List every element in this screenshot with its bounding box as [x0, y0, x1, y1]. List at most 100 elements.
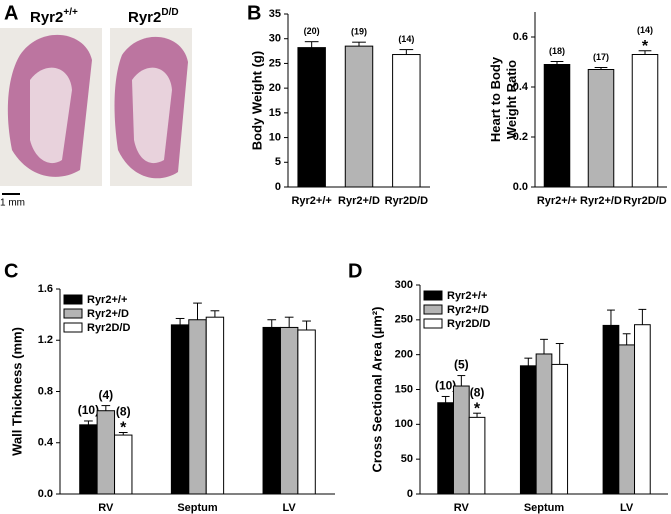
- n-label: (8): [470, 385, 485, 399]
- n-label: (10): [435, 379, 456, 393]
- bar: [279, 326, 299, 495]
- significance: *: [120, 420, 127, 437]
- x-tick-label: Septum: [177, 502, 218, 514]
- legend-label: Ryr2D/D: [447, 318, 490, 330]
- y-tick-label: 100: [395, 418, 413, 430]
- bar: [96, 410, 116, 495]
- y-tick-label: 0.6: [513, 31, 528, 43]
- y-tick-label: 0.2: [513, 131, 528, 143]
- bar: [297, 329, 316, 495]
- legend-label: Ryr2+/+: [87, 294, 127, 306]
- bar: [452, 385, 470, 495]
- bar: [344, 45, 374, 188]
- bar: [114, 434, 133, 495]
- x-tick-label: Ryr2+/D: [338, 195, 380, 207]
- bar: [602, 324, 620, 495]
- n-label: (20): [304, 26, 320, 36]
- y-tick-label: 0.4: [38, 437, 54, 449]
- histology-label: Ryr2D/D: [128, 7, 179, 26]
- y-tick-label: 0.4: [513, 81, 529, 93]
- n-label: (17): [593, 52, 609, 62]
- y-tick-label: 0.0: [513, 181, 528, 193]
- panel-label: C: [4, 260, 18, 282]
- bar: [437, 402, 454, 495]
- heart-lumen: [132, 67, 172, 164]
- y-axis-title: Wall Thickness (mm): [9, 327, 24, 456]
- n-label: (5): [454, 358, 469, 372]
- bar: [551, 363, 569, 495]
- legend-swatch: [63, 308, 83, 319]
- bar: [535, 353, 553, 495]
- y-tick-label: 15: [269, 107, 281, 119]
- legend-swatch: [423, 290, 443, 301]
- y-tick-label: 1.2: [38, 334, 53, 346]
- x-tick-label: Ryr2D/D: [385, 195, 428, 207]
- n-label: (10): [78, 403, 99, 417]
- y-tick-label: 35: [269, 8, 281, 20]
- n-label: (14): [637, 25, 653, 35]
- significance: *: [474, 400, 481, 417]
- y-tick-label: 50: [401, 453, 413, 465]
- bar: [392, 54, 421, 188]
- y-tick-label: 1.6: [38, 283, 53, 295]
- panel-label: B: [247, 2, 261, 24]
- panel-label: D: [348, 260, 362, 282]
- y-tick-label: 30: [269, 33, 281, 45]
- legend-label: Ryr2D/D: [87, 322, 130, 334]
- bar: [587, 69, 615, 188]
- x-tick-label: LV: [620, 502, 634, 514]
- n-label: (4): [98, 388, 113, 402]
- bar: [634, 324, 651, 495]
- y-axis-title: Cross Sectional Area (µm²): [369, 307, 384, 473]
- bar: [519, 365, 537, 495]
- n-label: (19): [351, 27, 367, 37]
- y-tick-label: 10: [269, 131, 281, 143]
- y-tick-label: 300: [395, 279, 413, 291]
- scale-bar-label: 1 mm: [0, 198, 25, 209]
- x-tick-label: LV: [283, 502, 297, 514]
- bar: [631, 54, 659, 188]
- y-tick-label: 5: [275, 156, 281, 168]
- bar: [543, 64, 571, 188]
- legend-label: Ryr2+/+: [447, 290, 487, 302]
- bar: [297, 47, 326, 188]
- bar: [618, 344, 636, 495]
- x-tick-label: Ryr2+/+: [291, 195, 331, 207]
- y-tick-label: 150: [395, 383, 413, 395]
- legend-swatch: [423, 304, 443, 315]
- legend-swatch: [423, 318, 443, 329]
- x-tick-label: Ryr2D/D: [623, 195, 666, 207]
- x-tick-label: RV: [454, 502, 470, 514]
- legend-label: Ryr2+/D: [87, 308, 129, 320]
- panel-label: A: [4, 2, 18, 24]
- n-label: (14): [398, 34, 414, 44]
- significance: *: [642, 38, 649, 55]
- n-label: (8): [116, 405, 131, 419]
- y-tick-label: 0: [275, 181, 281, 193]
- legend-swatch: [63, 294, 83, 305]
- x-tick-label: RV: [98, 502, 114, 514]
- legend-swatch: [63, 322, 83, 333]
- legend-label: Ryr2+/D: [447, 304, 489, 316]
- bar: [262, 326, 281, 495]
- x-tick-label: Septum: [524, 502, 565, 514]
- n-label: (18): [549, 46, 565, 56]
- bar: [170, 324, 190, 495]
- bar: [468, 416, 486, 495]
- y-axis-title: Body Weight (g): [249, 51, 264, 150]
- bar: [188, 319, 207, 495]
- histology-label: Ryr2+/+: [30, 7, 78, 26]
- x-tick-label: Ryr2+/+: [537, 195, 577, 207]
- y-axis-title: Heart to BodyWeight Ratio: [488, 56, 519, 142]
- y-axis-title-line: Heart to Body: [488, 56, 503, 142]
- y-tick-label: 250: [395, 314, 413, 326]
- bar: [79, 424, 98, 495]
- y-tick-label: 0: [407, 488, 413, 500]
- y-tick-label: 25: [269, 57, 281, 69]
- heart-lumen: [30, 67, 72, 164]
- y-tick-label: 20: [269, 82, 281, 94]
- y-axis-title-line: Weight Ratio: [504, 60, 519, 139]
- bar: [205, 316, 225, 495]
- x-tick-label: Ryr2+/D: [580, 195, 622, 207]
